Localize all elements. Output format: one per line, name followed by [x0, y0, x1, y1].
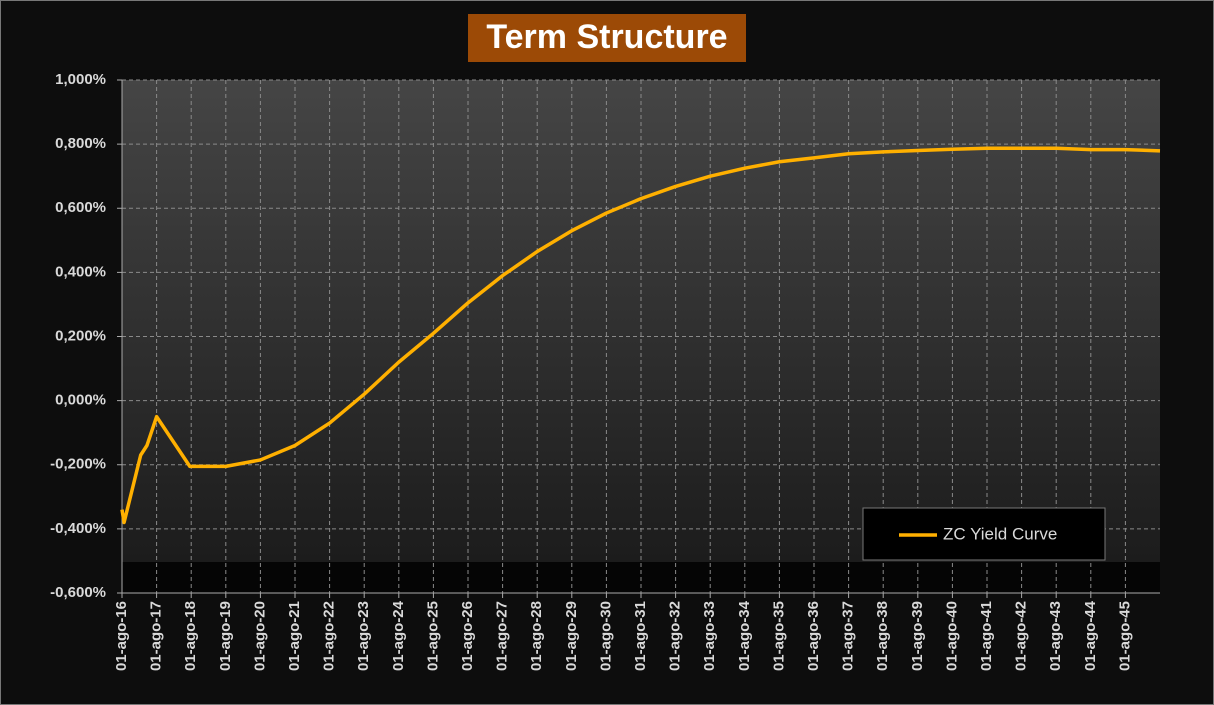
x-tick-label: 01-ago-25 [424, 601, 441, 671]
x-tick-label: 01-ago-21 [286, 601, 303, 671]
x-tick-label: 01-ago-32 [667, 601, 684, 671]
x-tick-label: 01-ago-35 [770, 601, 787, 671]
x-tick-label: 01-ago-22 [321, 601, 338, 671]
x-tick-label: 01-ago-28 [528, 601, 545, 671]
x-tick-label: 01-ago-42 [1013, 601, 1030, 671]
x-tick-label: 01-ago-43 [1047, 601, 1064, 671]
x-tick-label: 01-ago-24 [390, 600, 407, 671]
x-tick-label: 01-ago-27 [494, 601, 511, 671]
x-tick-label: 01-ago-31 [632, 601, 649, 671]
y-tick-label: 0,200% [55, 327, 106, 344]
x-tick-label: 01-ago-40 [943, 601, 960, 671]
x-tick-label: 01-ago-26 [459, 601, 476, 671]
x-tick-label: 01-ago-16 [113, 601, 130, 671]
chart-title: Term Structure [486, 18, 727, 56]
x-tick-label: 01-ago-33 [701, 601, 718, 671]
series-line [120, 146, 1161, 525]
x-tick-label: 01-ago-39 [909, 601, 926, 671]
y-tick-label: -0,600% [50, 584, 106, 601]
y-tick-label: 0,400% [55, 263, 106, 280]
x-tick-label: 01-ago-41 [978, 601, 995, 671]
x-tick-label: 01-ago-45 [1116, 601, 1133, 671]
y-tick-label: 0,000% [55, 392, 106, 409]
y-tick-label: 1,000% [55, 71, 106, 88]
x-tick-label: 01-ago-23 [355, 601, 372, 671]
x-tick-label: 01-ago-34 [736, 600, 753, 671]
x-tick-label: 01-ago-38 [874, 601, 891, 671]
legend-label: ZC Yield Curve [943, 524, 1057, 543]
x-tick-label: 01-ago-19 [217, 601, 234, 671]
y-tick-label: 0,800% [55, 135, 106, 152]
y-tick-label: 0,600% [55, 199, 106, 216]
x-tick-label: 01-ago-20 [251, 601, 268, 671]
x-tick-label: 01-ago-18 [182, 601, 199, 671]
y-tick-label: -0,200% [50, 456, 106, 473]
x-tick-label: 01-ago-30 [597, 601, 614, 671]
x-tick-label: 01-ago-44 [1082, 600, 1099, 671]
x-tick-label: 01-ago-36 [805, 601, 822, 671]
x-tick-label: 01-ago-37 [840, 601, 857, 671]
x-tick-label: 01-ago-29 [563, 601, 580, 671]
title-box [468, 14, 746, 62]
y-tick-label: -0,400% [50, 520, 106, 537]
x-tick-label: 01-ago-17 [148, 601, 165, 671]
